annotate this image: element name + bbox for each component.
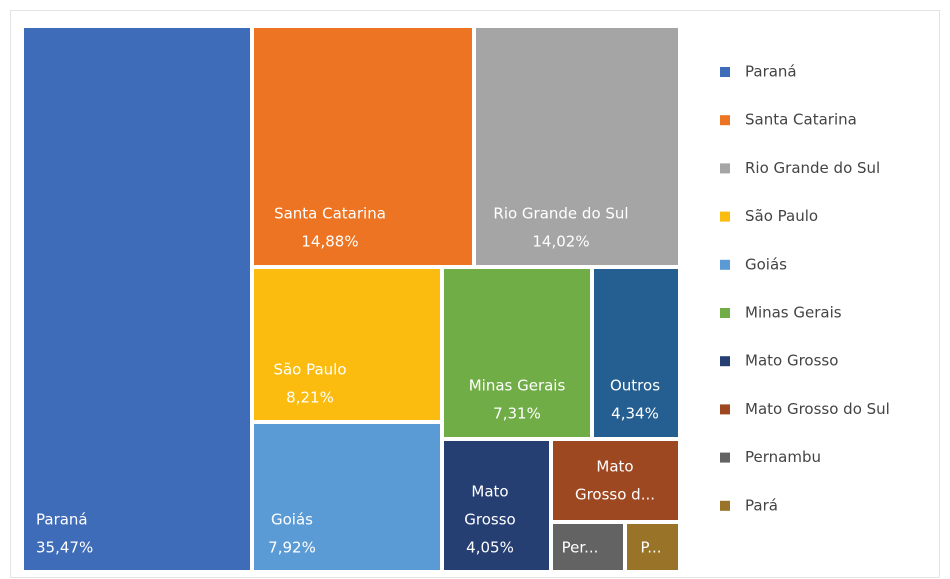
legend-swatch bbox=[720, 404, 730, 415]
legend-label: São Paulo bbox=[745, 207, 818, 225]
tile bbox=[444, 269, 590, 437]
legend-label: Santa Catarina bbox=[745, 111, 857, 129]
legend-label: Mato Grosso do Sul bbox=[745, 400, 890, 418]
tile-label: Rio Grande do Sul bbox=[493, 205, 628, 223]
tile-label: Minas Gerais bbox=[469, 377, 566, 395]
legend-label: Rio Grande do Sul bbox=[745, 159, 880, 177]
tile bbox=[627, 524, 678, 570]
tile-label: São Paulo bbox=[273, 361, 346, 379]
tile-label: Goiás bbox=[271, 511, 313, 529]
legend-swatch bbox=[720, 452, 730, 463]
legend-swatch bbox=[720, 500, 730, 511]
tile bbox=[24, 28, 250, 570]
legend-swatch bbox=[720, 308, 730, 318]
tile-label: Outros bbox=[610, 377, 660, 395]
tile-label: Mato bbox=[471, 483, 508, 501]
legend-swatch bbox=[720, 67, 730, 77]
tile-label: Grosso d... bbox=[575, 486, 655, 504]
tile-label: P... bbox=[640, 539, 661, 557]
tile bbox=[254, 269, 440, 420]
legend-swatch bbox=[720, 163, 730, 174]
tile bbox=[553, 441, 678, 520]
tile-label: Paraná bbox=[36, 511, 88, 529]
value-label: 4,05% bbox=[466, 539, 514, 557]
tile-label: Santa Catarina bbox=[274, 205, 386, 223]
value-label: 14,02% bbox=[532, 233, 589, 251]
tile bbox=[476, 28, 678, 265]
frame bbox=[10, 10, 940, 578]
legend-label: Paraná bbox=[745, 63, 797, 81]
value-label: 4,34% bbox=[611, 405, 659, 423]
legend-swatch bbox=[720, 115, 730, 126]
tile bbox=[444, 441, 549, 570]
tile bbox=[553, 524, 623, 570]
legend-swatch bbox=[720, 259, 730, 270]
tile-label: Per... bbox=[562, 539, 599, 557]
legend-swatch bbox=[720, 356, 730, 367]
legend-label: Mato Grosso bbox=[745, 352, 838, 370]
value-label: 7,92% bbox=[268, 539, 316, 557]
value-label: 35,47% bbox=[36, 539, 93, 557]
legend-swatch bbox=[720, 211, 730, 222]
legend-label: Pará bbox=[745, 496, 778, 514]
tile-label: Grosso bbox=[464, 511, 515, 529]
tile bbox=[254, 28, 472, 265]
tile bbox=[594, 269, 678, 437]
legend-label: Pernambu bbox=[745, 448, 821, 466]
value-label: 8,21% bbox=[286, 389, 334, 407]
tile-label: Mato bbox=[596, 458, 633, 476]
value-label: 7,31% bbox=[493, 405, 541, 423]
tile bbox=[254, 424, 440, 570]
legend-label: Minas Gerais bbox=[745, 304, 842, 322]
legend-label: Goiás bbox=[745, 255, 787, 273]
value-label: 14,88% bbox=[301, 233, 358, 251]
